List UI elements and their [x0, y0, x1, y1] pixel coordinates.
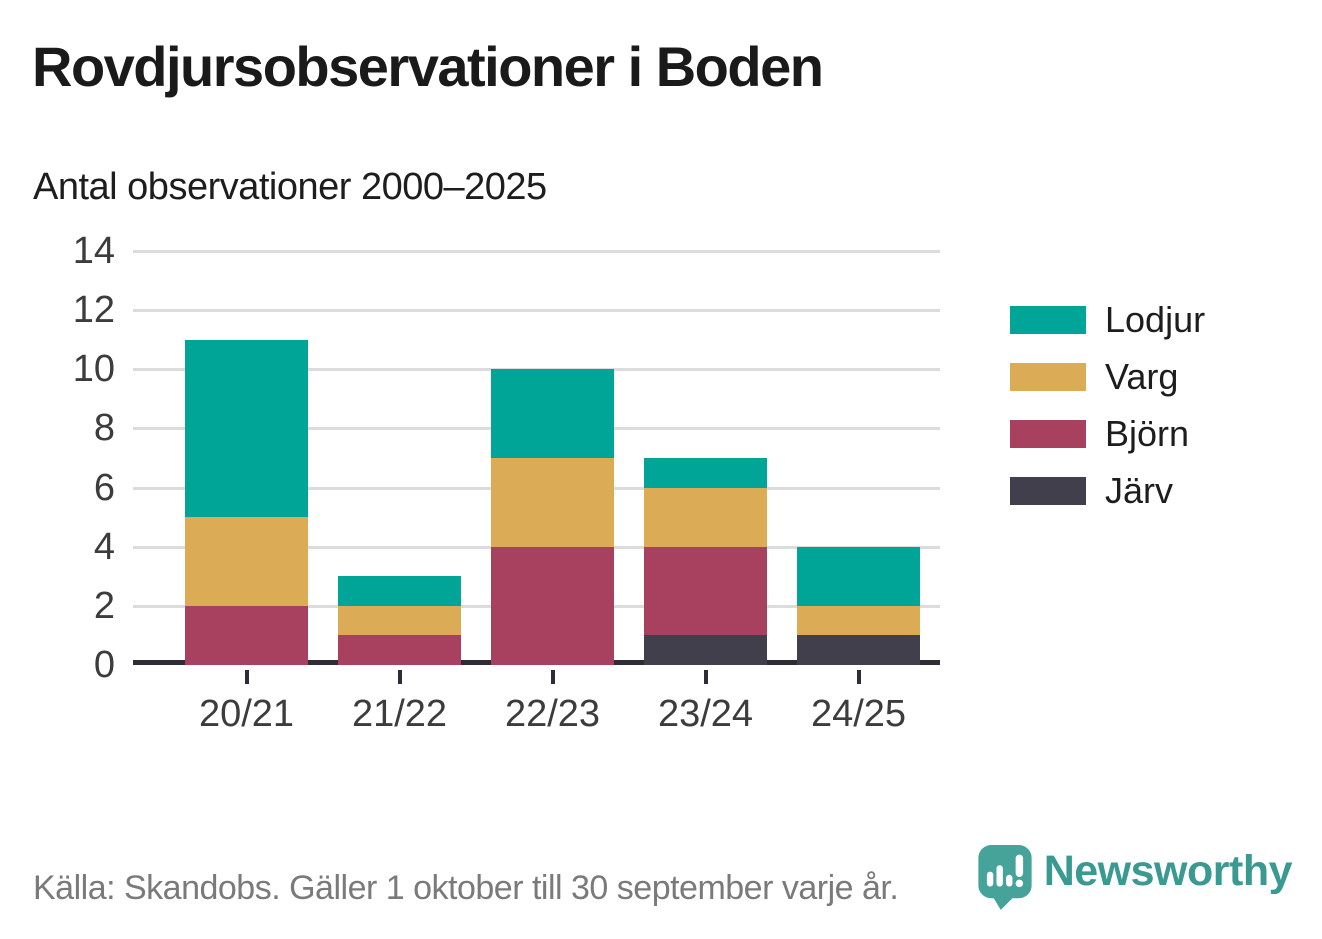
y-tick-label: 8 [93, 407, 115, 450]
bar-segment-björn-22-23 [491, 546, 614, 665]
newsworthy-bubble-icon [978, 845, 1032, 910]
legend-item-björn: Björn [1010, 405, 1205, 462]
x-tick-label-21-22: 21/22 [351, 693, 448, 735]
brand-logo: Newsworthy [978, 845, 1293, 911]
legend-swatch-lodjur [1010, 305, 1086, 334]
x-tick-label-22-23: 22/23 [504, 693, 601, 735]
legend-swatch-järv [1010, 476, 1086, 505]
bar-segment-järv-24-25 [797, 635, 920, 665]
y-tick-label: 14 [72, 230, 115, 272]
gridline-y12 [133, 309, 940, 313]
chart-subtitle: Antal observationer 2000–2025 [33, 166, 547, 208]
bar-segment-björn-20-21 [185, 605, 308, 665]
bar-segment-lodjur-21-22 [338, 576, 461, 606]
legend-swatch-björn [1010, 419, 1086, 448]
legend-label-järv: Järv [1105, 469, 1174, 511]
legend-swatch-varg [1010, 362, 1086, 391]
bar-segment-varg-21-22 [338, 605, 461, 636]
x-tick-mark [397, 670, 402, 684]
legend-item-järv: Järv [1010, 462, 1205, 519]
legend-label-varg: Varg [1105, 355, 1179, 397]
x-tick-mark [703, 670, 708, 684]
bar-segment-lodjur-20-21 [185, 339, 308, 518]
bar-segment-björn-23-24 [644, 546, 767, 636]
bar-segment-lodjur-24-25 [797, 546, 920, 606]
y-tick-label: 0 [93, 644, 115, 686]
bar-segment-lodjur-22-23 [491, 369, 614, 458]
page-title: Rovdjursobservationer i Boden [32, 35, 824, 98]
plot-area [133, 250, 940, 665]
legend-item-lodjur: Lodjur [1010, 291, 1205, 348]
bar-segment-björn-21-22 [338, 635, 461, 665]
source-note: Källa: Skandobs. Gäller 1 oktober till 3… [33, 869, 899, 907]
bar-segment-lodjur-23-24 [644, 458, 767, 488]
y-tick-label: 4 [93, 525, 115, 568]
x-tick-label-23-24: 23/24 [657, 693, 754, 735]
legend-item-varg: Varg [1010, 348, 1205, 405]
x-tick-mark [856, 670, 861, 684]
gridline-y14 [133, 250, 940, 253]
legend-label-lodjur: Lodjur [1105, 298, 1206, 340]
y-tick-label: 10 [72, 348, 115, 391]
bar-segment-varg-24-25 [797, 605, 920, 636]
x-tick-label-24-25: 24/25 [810, 693, 907, 735]
x-tick-mark [550, 670, 555, 684]
legend-label-björn: Björn [1105, 412, 1190, 454]
x-tick-mark [244, 670, 249, 684]
brand-wordmark: Newsworthy [1043, 846, 1293, 895]
bar-segment-varg-22-23 [491, 458, 614, 547]
y-tick-label: 6 [93, 466, 115, 509]
y-tick-label: 12 [72, 289, 115, 332]
y-tick-label: 2 [93, 584, 115, 627]
bar-segment-varg-23-24 [644, 487, 767, 547]
legend: Lodjur Varg Björn Järv [1010, 291, 1205, 519]
x-tick-label-20-21: 20/21 [198, 693, 295, 735]
bar-segment-järv-23-24 [644, 635, 767, 665]
bar-segment-varg-20-21 [185, 517, 308, 606]
